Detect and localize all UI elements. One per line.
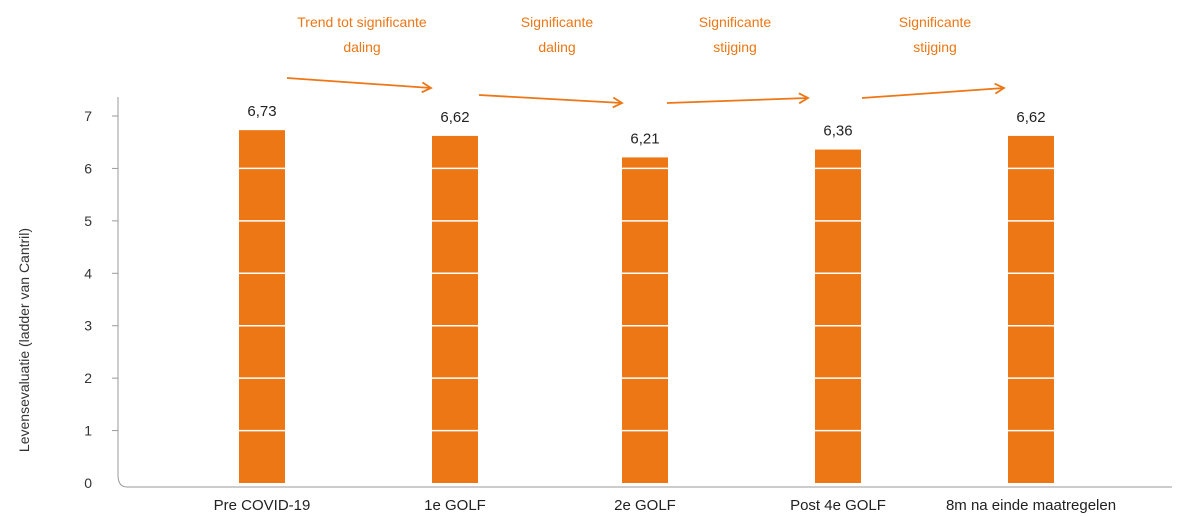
bar-value-label: 6,62 [1016, 109, 1045, 126]
x-category-label: 2e GOLF [614, 497, 676, 514]
bar-value-label: 6,36 [823, 123, 852, 140]
y-tick-label: 3 [84, 318, 92, 334]
annotation-3-line2: stijging [713, 39, 757, 55]
bar-3 [622, 157, 668, 483]
trend-arrow-4 [861, 82, 1006, 99]
y-tick-label: 7 [84, 108, 92, 124]
x-category-label: 8m na einde maatregelen [946, 497, 1116, 514]
bar-value-label: 6,21 [630, 130, 659, 147]
trend-arrow-1 [286, 77, 433, 94]
bar-2 [432, 135, 478, 483]
y-tick-label: 4 [84, 265, 92, 281]
x-axis-line [117, 474, 1172, 488]
y-tick-label: 6 [84, 160, 92, 176]
bar-4 [815, 149, 861, 483]
y-tick-label: 1 [84, 423, 92, 439]
bar-value-label: 6,62 [440, 109, 469, 126]
x-category-label: Post 4e GOLF [790, 497, 886, 514]
trend-arrow-3 [666, 92, 810, 105]
annotation-2-line2: daling [538, 39, 576, 55]
annotation-4-line1: Significante [898, 14, 972, 30]
y-tick-label: 0 [84, 475, 92, 491]
annotation-3-line1: Significante [698, 14, 772, 30]
y-axis-label: Levensevaluatie (ladder van Cantril) [16, 227, 32, 453]
bar-1 [239, 130, 285, 484]
x-category-label: Pre COVID-19 [214, 497, 311, 514]
annotation-1-line1: Trend tot significante [297, 14, 427, 30]
annotation-1-line2: daling [343, 39, 381, 55]
bar-5 [1008, 135, 1054, 483]
y-tick-label: 2 [84, 370, 92, 386]
annotation-2-line1: Significante [520, 14, 594, 30]
bar-value-label: 6,73 [247, 103, 276, 120]
annotation-1: Trend tot significante daling [262, 10, 462, 60]
annotation-2: Significante daling [457, 10, 657, 60]
annotation-4-line2: stijging [913, 39, 957, 55]
x-category-label: 1e GOLF [424, 497, 486, 514]
annotation-4: Significante stijging [835, 10, 1035, 60]
y-tick-label: 5 [84, 213, 92, 229]
trend-arrow-2 [478, 94, 624, 109]
annotation-3: Significante stijging [635, 10, 835, 60]
